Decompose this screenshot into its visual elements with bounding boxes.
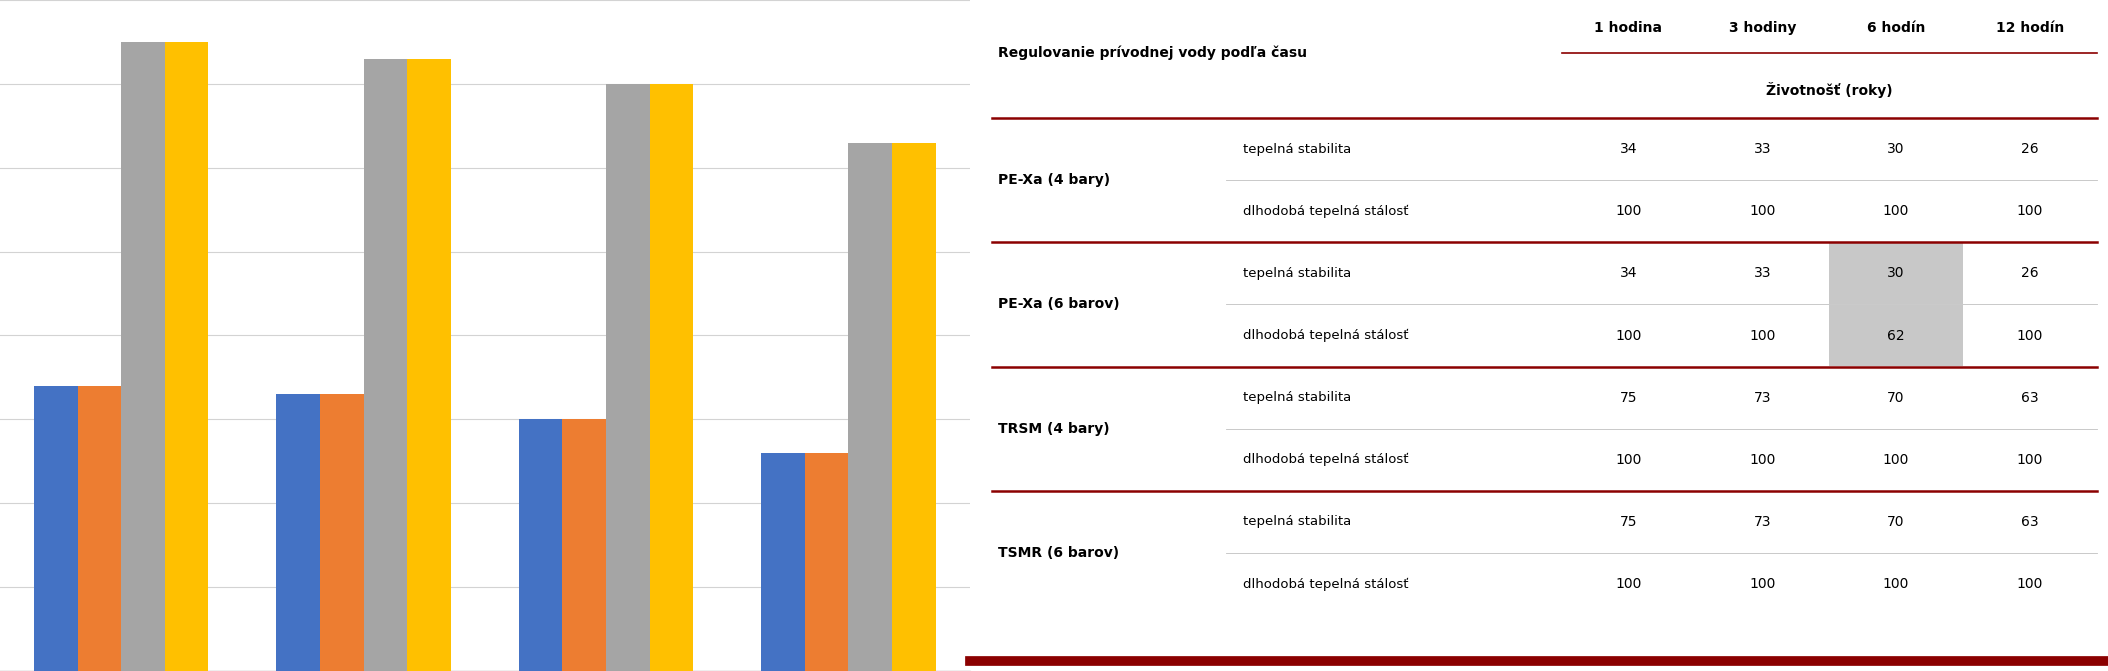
Text: TSMR (6 barov): TSMR (6 barov) bbox=[999, 546, 1119, 560]
Text: dlhodobá tepelná stálosť: dlhodobá tepelná stálosť bbox=[1244, 205, 1408, 218]
Text: 75: 75 bbox=[1619, 515, 1638, 529]
Text: 73: 73 bbox=[1754, 391, 1771, 405]
Text: 100: 100 bbox=[1750, 204, 1775, 218]
Bar bbox=[164, 42, 209, 671]
Bar bbox=[519, 419, 563, 671]
Text: 33: 33 bbox=[1754, 266, 1771, 280]
Bar bbox=[34, 386, 78, 671]
Bar bbox=[761, 453, 805, 671]
Bar bbox=[649, 84, 694, 671]
Text: 75: 75 bbox=[1619, 391, 1638, 405]
Text: 70: 70 bbox=[1887, 391, 1906, 405]
Text: dlhodobá tepelná stálosť: dlhodobá tepelná stálosť bbox=[1244, 578, 1408, 590]
Bar bbox=[607, 84, 649, 671]
Text: 30: 30 bbox=[1887, 142, 1906, 156]
Bar bbox=[1830, 243, 1963, 304]
Text: TRSM (4 bary): TRSM (4 bary) bbox=[999, 421, 1109, 435]
Text: 100: 100 bbox=[1750, 329, 1775, 342]
Bar bbox=[320, 394, 365, 671]
Text: 73: 73 bbox=[1754, 515, 1771, 529]
Text: 30: 30 bbox=[1887, 266, 1906, 280]
Text: 100: 100 bbox=[1750, 577, 1775, 591]
Bar bbox=[1830, 305, 1963, 366]
Text: 100: 100 bbox=[2017, 329, 2043, 342]
Bar bbox=[78, 386, 122, 671]
Bar bbox=[365, 59, 407, 671]
Text: 26: 26 bbox=[2022, 142, 2038, 156]
Bar bbox=[847, 143, 892, 671]
Text: 62: 62 bbox=[1887, 329, 1906, 342]
Text: dlhodobá tepelná stálosť: dlhodobá tepelná stálosť bbox=[1244, 453, 1408, 466]
Bar bbox=[805, 453, 850, 671]
Text: 34: 34 bbox=[1619, 142, 1638, 156]
Text: 100: 100 bbox=[1615, 453, 1642, 467]
Text: PE-Xa (4 bary): PE-Xa (4 bary) bbox=[999, 173, 1111, 187]
Text: tepelná stabilita: tepelná stabilita bbox=[1244, 267, 1351, 280]
Text: Regulovanie prívodnej vody podľa času: Regulovanie prívodnej vody podľa času bbox=[999, 46, 1307, 60]
Text: 100: 100 bbox=[1615, 329, 1642, 342]
Text: 100: 100 bbox=[2017, 453, 2043, 467]
Text: 63: 63 bbox=[2022, 391, 2038, 405]
Text: 100: 100 bbox=[1615, 577, 1642, 591]
Text: tepelná stabilita: tepelná stabilita bbox=[1244, 143, 1351, 156]
Bar bbox=[276, 394, 320, 671]
Text: 100: 100 bbox=[1882, 577, 1910, 591]
Text: PE-Xa (6 barov): PE-Xa (6 barov) bbox=[999, 297, 1119, 311]
Bar bbox=[407, 59, 451, 671]
Text: 70: 70 bbox=[1887, 515, 1906, 529]
Text: 100: 100 bbox=[1750, 453, 1775, 467]
Text: 34: 34 bbox=[1619, 266, 1638, 280]
Text: 1 hodina: 1 hodina bbox=[1594, 21, 1663, 35]
Text: tepelná stabilita: tepelná stabilita bbox=[1244, 391, 1351, 404]
Text: Životnošť (roky): Životnošť (roky) bbox=[1767, 82, 1893, 98]
Text: 3 hodiny: 3 hodiny bbox=[1729, 21, 1796, 35]
Text: 6 hodín: 6 hodín bbox=[1868, 21, 1925, 35]
Bar bbox=[122, 42, 164, 671]
Text: 100: 100 bbox=[2017, 204, 2043, 218]
Text: 26: 26 bbox=[2022, 266, 2038, 280]
Bar bbox=[563, 419, 607, 671]
Text: 100: 100 bbox=[1615, 204, 1642, 218]
Text: 100: 100 bbox=[2017, 577, 2043, 591]
Text: 100: 100 bbox=[1882, 453, 1910, 467]
Text: 33: 33 bbox=[1754, 142, 1771, 156]
Text: 12 hodín: 12 hodín bbox=[1996, 21, 2064, 35]
Text: 100: 100 bbox=[1882, 204, 1910, 218]
Bar bbox=[892, 143, 936, 671]
Text: 63: 63 bbox=[2022, 515, 2038, 529]
Text: dlhodobá tepelná stálosť: dlhodobá tepelná stálosť bbox=[1244, 329, 1408, 342]
Text: tepelná stabilita: tepelná stabilita bbox=[1244, 515, 1351, 528]
